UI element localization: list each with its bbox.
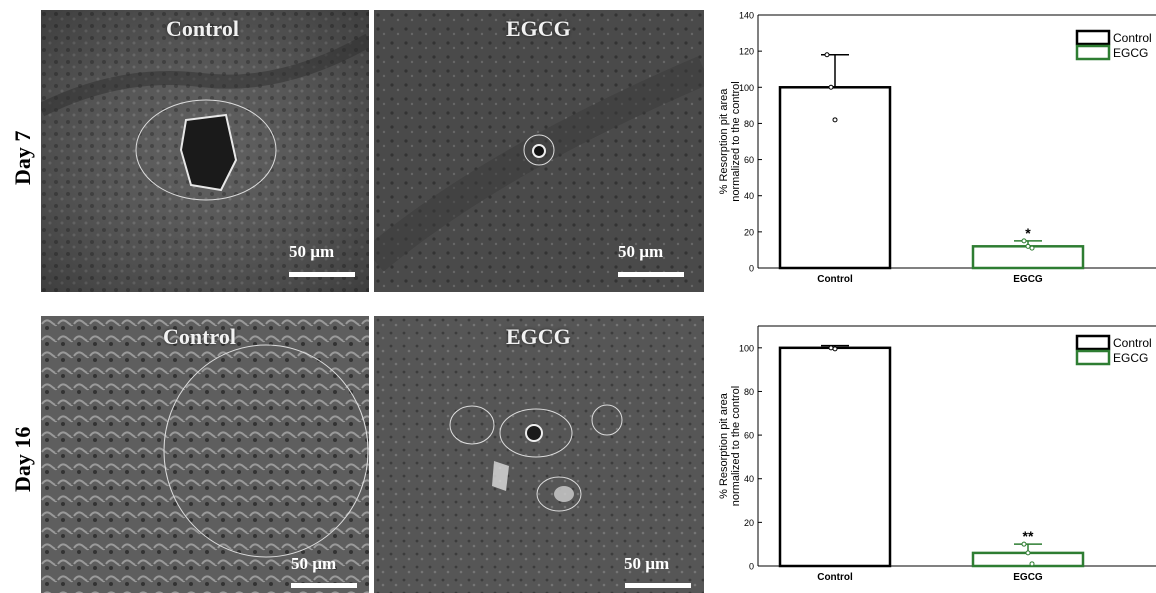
bar-control xyxy=(778,86,892,270)
scale-bar-label: 50 µm xyxy=(291,554,337,573)
legend-swatch xyxy=(1075,44,1111,61)
scale-bar-label: 50 µm xyxy=(289,242,335,261)
legend-label: Control xyxy=(1113,31,1152,45)
y-axis-label: % Resorption pit area xyxy=(718,392,730,499)
legend-swatch xyxy=(1075,334,1111,351)
scale-bar xyxy=(289,272,355,277)
data-point xyxy=(828,84,834,90)
sem-image-day16-egcg: EGCG 50 µm xyxy=(374,316,704,593)
scale-bar-label: 50 µm xyxy=(624,554,670,573)
sem-image-day16-control: Control 50 µm xyxy=(41,316,369,593)
data-point xyxy=(1021,238,1027,244)
y-tick-label: 100 xyxy=(739,343,754,353)
y-tick-label: 60 xyxy=(744,155,754,165)
bar-chart-day7: 0 20 40 60 80 100 120 140 % Resorption pit area n… xyxy=(718,11,1156,285)
y-tick-label: 40 xyxy=(744,191,754,201)
sem-texture xyxy=(374,316,704,593)
legend-label: Control xyxy=(1113,336,1152,350)
significance-label: ** xyxy=(1023,528,1034,544)
legend-swatch xyxy=(1075,349,1111,366)
data-point xyxy=(832,346,838,352)
scale-bar xyxy=(625,583,691,588)
sem-texture xyxy=(41,10,369,292)
x-tick-label: EGCG xyxy=(1013,572,1043,583)
sem-image-day7-control: Control 50 µm xyxy=(41,10,369,292)
y-tick-label: 120 xyxy=(739,47,754,57)
scale-bar-label: 50 µm xyxy=(618,242,664,261)
significance-label: * xyxy=(1025,225,1031,241)
data-point xyxy=(824,52,830,58)
data-point xyxy=(1029,245,1035,251)
y-axis-label: % Resorption pit area xyxy=(718,88,730,195)
x-tick-label: Control xyxy=(817,274,853,285)
sem-title: EGCG xyxy=(506,324,571,349)
x-tick-label: EGCG xyxy=(1013,274,1043,285)
y-tick-label: 0 xyxy=(749,562,754,572)
data-point xyxy=(1029,561,1035,567)
row-label-day16: Day 16 xyxy=(10,426,35,492)
bar-control xyxy=(778,346,892,568)
data-point xyxy=(1021,541,1027,547)
y-tick-label: 60 xyxy=(744,431,754,441)
sem-title: EGCG xyxy=(506,16,571,41)
scale-bar xyxy=(618,272,684,277)
row-label-day7: Day 7 xyxy=(10,130,35,185)
sem-texture xyxy=(374,10,704,292)
y-tick-label: 20 xyxy=(744,518,754,528)
y-axis-label: normalized to the control xyxy=(730,386,742,506)
x-tick-label: Control xyxy=(817,572,853,583)
y-tick-label: 80 xyxy=(744,119,754,129)
data-point xyxy=(828,345,834,351)
y-tick-label: 140 xyxy=(739,11,754,21)
legend-swatch xyxy=(1075,29,1111,46)
legend-label: EGCG xyxy=(1113,46,1148,60)
sem-title: Control xyxy=(166,16,239,41)
y-tick-label: 20 xyxy=(744,227,754,237)
bar-egcg xyxy=(971,245,1085,270)
y-tick-label: 0 xyxy=(749,264,754,274)
y-tick-label: 40 xyxy=(744,474,754,484)
y-axis-label: normalized to the control xyxy=(730,81,742,201)
sem-title: Control xyxy=(163,324,236,349)
data-point xyxy=(1025,550,1031,556)
sem-image-day7-egcg: EGCG 50 µm xyxy=(374,10,704,292)
data-point xyxy=(1025,243,1031,249)
bar-chart-day16: 0 20 40 60 80 100 % Resorption pit area normali… xyxy=(718,325,1156,583)
legend-label: EGCG xyxy=(1113,351,1148,365)
y-tick-label: 80 xyxy=(744,387,754,397)
data-point xyxy=(832,117,838,123)
sem-texture xyxy=(41,316,369,593)
y-tick-label: 100 xyxy=(739,83,754,93)
scale-bar xyxy=(291,583,357,588)
